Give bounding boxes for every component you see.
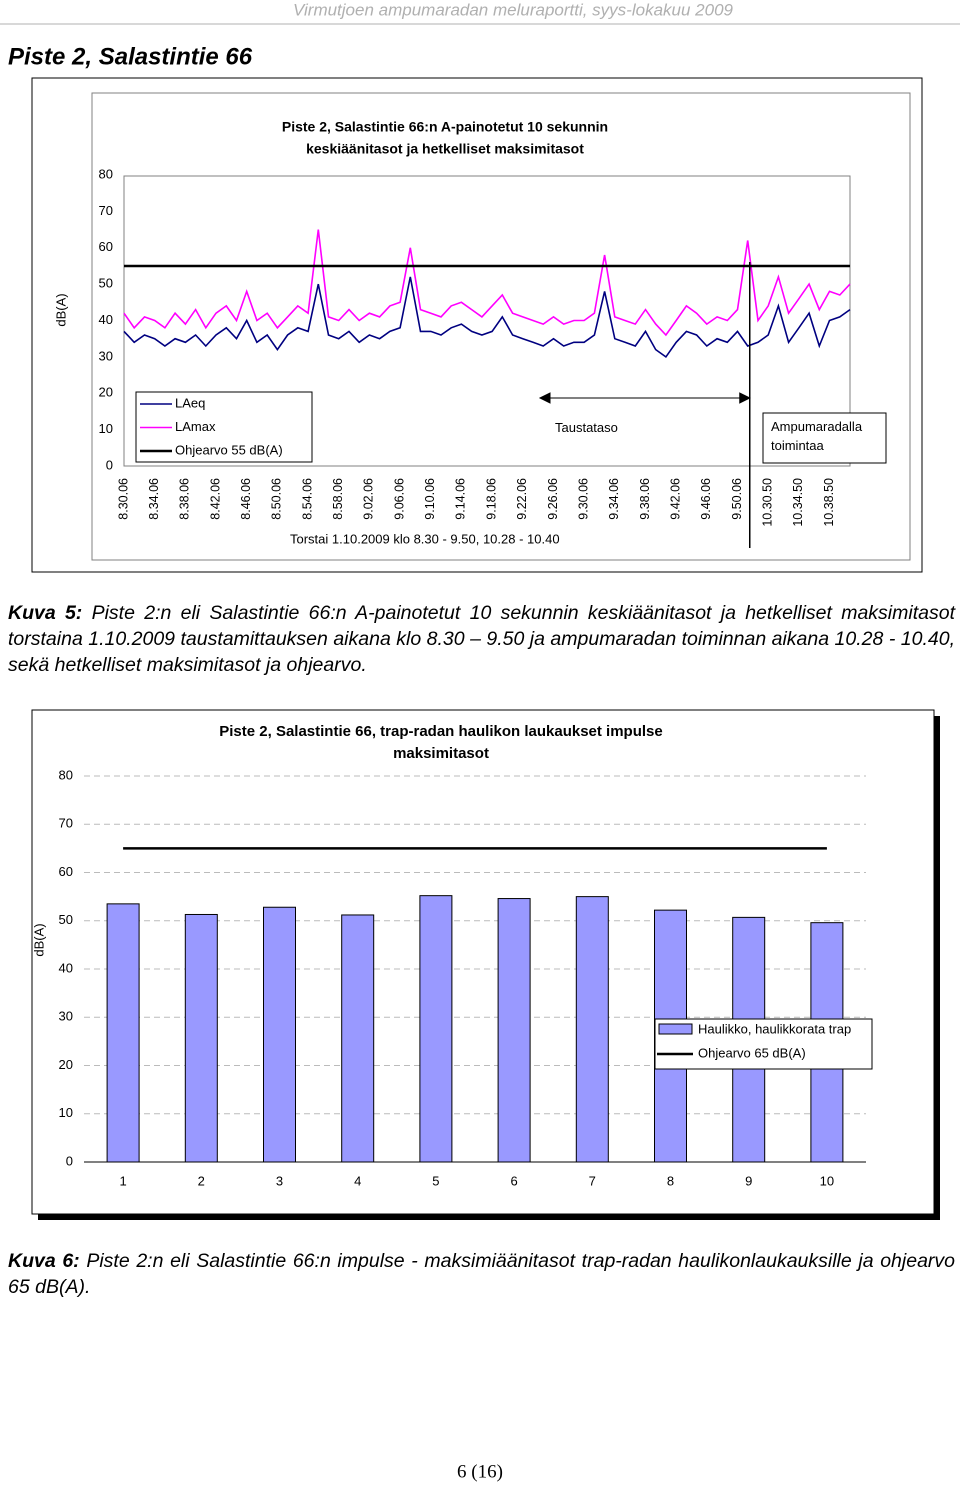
x-tick-label: 3 [276,1173,283,1188]
y-tick-label: 20 [59,1057,73,1072]
legend-label: Ohjearvo 55 dB(A) [175,442,283,457]
chart-frame [31,77,923,573]
x-tick-label: 4 [354,1173,361,1188]
y-axis-title: dB(A) [31,923,46,956]
chart-2: Piste 2, Salastintie 66, trap-radan haul… [31,723,873,1188]
y-tick-label: 80 [99,166,113,181]
legend-label: LAmax [175,419,216,434]
x-tick-label: 9.34.06 [607,478,621,520]
x-tick-label: 9.50.06 [730,478,744,520]
y-tick-label: 20 [99,385,113,400]
x-tick-label: 8 [667,1173,674,1188]
annotation: Taustataso [555,420,618,435]
caption-label: Kuva 5: [8,602,83,624]
y-tick-label: 0 [66,1153,73,1168]
x-tick-label: 9.46.06 [699,478,713,520]
annotation-box [762,412,887,464]
x-tick-label: 9.38.06 [638,478,652,520]
annotation-line: Ampumaradalla [771,419,863,434]
annotation: Ampumaradalla toimintaa [771,417,862,455]
bar [419,895,453,1163]
x-tick-label: 9.14.06 [454,478,468,520]
x-tick-label: 1 [119,1173,126,1188]
y-tick-label: 10 [59,1105,73,1120]
caption: Kuva 5: Piste 2:n eli Salastintie 66:n A… [8,600,955,678]
x-tick-label: 9 [745,1173,752,1188]
x-tick-label: 8.30.06 [116,478,130,520]
y-tick-label: 40 [59,960,73,975]
page-title: Piste 2, Salastintie 66 [8,43,253,70]
bar [106,903,140,1163]
chart-area [91,92,911,561]
chart-title: Piste 2, Salastintie 66, trap-radan haul… [219,723,663,740]
x-tick-label: 8.50.06 [270,478,284,520]
y-tick-label: 60 [59,864,73,879]
x-tick-label: 8.58.06 [331,478,345,520]
y-tick-label: 40 [99,312,113,327]
x-tick-label: 10.38.50 [822,478,836,527]
annotation-arrow [538,392,751,404]
bar [341,914,375,1163]
chart-1: Piste 2, Salastintie 66:n A-painotetut 1… [53,119,887,548]
x-tick-label: 2 [198,1173,205,1188]
legend-label: Ohjearvo 65 dB(A) [698,1045,806,1060]
bar [575,896,609,1163]
caption-text: Piste 2:n eli Salastintie 66:n A-painote… [8,602,955,676]
annotation-line: toimintaa [771,438,824,453]
x-axis-title: Torstai 1.10.2009 klo 8.30 - 9.50, 10.28… [290,531,560,546]
x-tick-label: 8.38.06 [178,478,192,520]
x-tick-label: 10.30.50 [760,478,774,527]
y-tick-label: 70 [59,816,73,831]
chart-title: Piste 2, Salastintie 66:n A-painotetut 1… [282,119,608,135]
data-line [123,229,851,337]
y-tick-label: 10 [99,421,113,436]
caption-text: Piste 2:n eli Salastintie 66:n impulse -… [8,1250,956,1298]
x-tick-label: 9.26.06 [546,478,560,520]
x-tick-label: 10.34.50 [791,478,805,527]
y-tick-label: 50 [59,912,73,927]
x-tick-label: 9.30.06 [576,478,590,520]
legend-swatch [658,1023,693,1035]
x-tick-label: 9.18.06 [484,478,498,520]
y-tick-label: 30 [59,1009,73,1024]
x-tick-label: 8.46.06 [239,478,253,520]
data-line [123,276,851,359]
x-tick-label: 9.02.06 [362,478,376,520]
legend-label: Haulikko, haulikkorata trap [698,1021,851,1036]
x-tick-label: 8.34.06 [147,478,161,520]
plot-area [123,175,851,467]
y-tick-label: 60 [99,239,113,254]
x-tick-label: 9.22.06 [515,478,529,520]
chart-title: keskiäänitasot ja hetkelliset maksimitas… [306,141,584,157]
x-tick-label: 5 [432,1173,439,1188]
x-tick-label: 8.54.06 [300,478,314,520]
y-tick-label: 50 [99,276,113,291]
legend-label: LAeq [175,395,205,410]
caption-label: Kuva 6: [8,1250,80,1272]
y-tick-label: 80 [59,767,73,782]
chart-title: maksimitasot [393,745,489,762]
x-tick-label: 9.10.06 [423,478,437,520]
x-tick-label: 8.42.06 [208,478,222,520]
x-tick-label: 7 [589,1173,596,1188]
y-axis-title: dB(A) [53,293,68,326]
x-tick-label: 6 [510,1173,517,1188]
y-tick-label: 30 [99,348,113,363]
y-tick-label: 70 [99,203,113,218]
bar [497,898,531,1163]
x-tick-label: 9.06.06 [392,478,406,520]
y-tick-label: 0 [106,457,113,472]
bar [263,906,296,1163]
caption: Kuva 6: Piste 2:n eli Salastintie 66:n i… [8,1248,955,1300]
chart-frame [31,709,935,1215]
running-header: Virmutjoen ampumaradan meluraportti, syy… [293,0,734,19]
bar [184,913,218,1163]
page-number: 6 (16) [457,1461,503,1482]
x-tick-label: 9.42.06 [668,478,682,520]
x-tick-label: 10 [820,1173,834,1188]
